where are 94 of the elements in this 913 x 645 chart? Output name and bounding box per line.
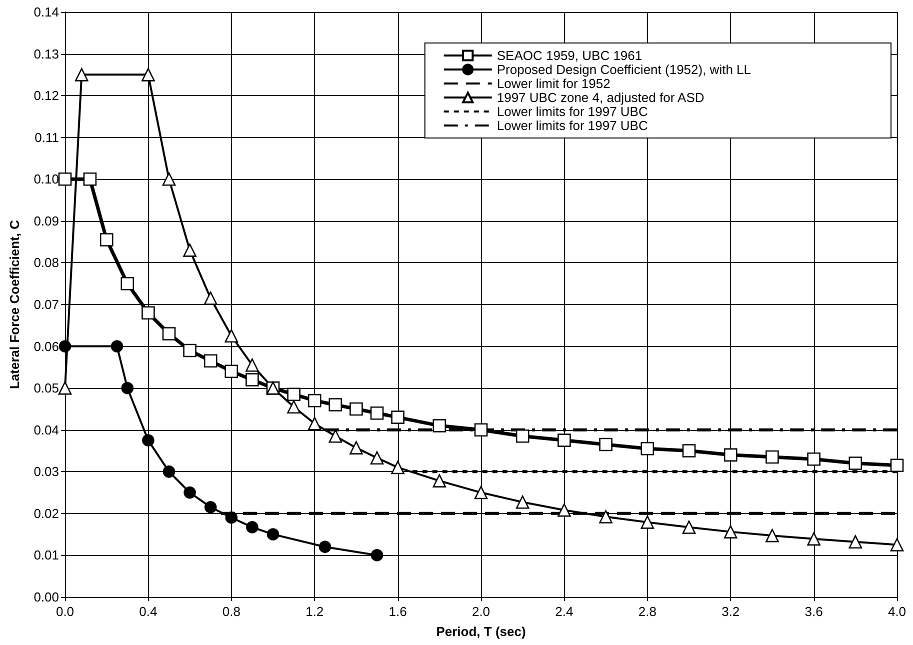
legend-label: Lower limit for 1952 <box>496 76 610 91</box>
point <box>391 410 404 424</box>
point <box>848 535 862 548</box>
y-tick-label: 0.06 <box>34 338 59 354</box>
point <box>766 450 779 464</box>
point <box>225 511 238 524</box>
point <box>142 306 155 320</box>
x-tick-label: 1.6 <box>388 604 407 619</box>
x-tick-label: 3.2 <box>722 604 740 619</box>
point <box>370 549 384 562</box>
y-tick-label: 0.12 <box>34 88 59 104</box>
point <box>183 344 196 358</box>
point <box>890 458 904 472</box>
point <box>682 520 696 534</box>
point <box>183 244 196 257</box>
point <box>370 406 384 420</box>
point <box>890 538 904 552</box>
x-tick-label: 4.0 <box>888 604 906 619</box>
x-tick-label: 0.8 <box>222 604 240 619</box>
point <box>328 398 342 412</box>
point <box>766 528 779 542</box>
point <box>204 354 218 368</box>
point <box>121 382 134 394</box>
y-tick-label: 0.01 <box>34 548 59 563</box>
point <box>558 434 571 447</box>
x-tick-label: 2.4 <box>555 604 574 619</box>
point <box>224 364 238 378</box>
y-tick-label: 0.10 <box>34 172 59 187</box>
point <box>432 419 446 432</box>
legend-label: 1997 UBC zone 4, adjusted for ASD <box>496 90 704 105</box>
y-tick-label: 0.00 <box>34 590 59 604</box>
y-tick-label: 0.11 <box>34 130 59 145</box>
point <box>246 521 258 534</box>
point <box>599 438 612 452</box>
y-tick-label: 0.03 <box>34 464 59 480</box>
point <box>287 400 300 414</box>
y-tick-label: 0.04 <box>34 422 59 438</box>
x-axis-title: Period, T (sec) <box>436 624 526 639</box>
point <box>640 442 654 456</box>
point <box>110 340 124 352</box>
point <box>266 528 280 540</box>
point <box>83 172 97 186</box>
y-tick-label: 0.08 <box>34 255 59 270</box>
point <box>162 465 176 478</box>
point <box>516 429 530 443</box>
point <box>807 452 820 466</box>
point <box>246 373 259 386</box>
x-tick-label: 2.0 <box>472 604 490 619</box>
point <box>308 394 322 408</box>
point <box>516 495 530 509</box>
point <box>640 516 654 529</box>
point <box>224 329 238 342</box>
legend-label: Lower limits for 1997 UBC <box>496 118 648 133</box>
point <box>58 172 72 186</box>
y-axis-title: Lateral Force Coefficient, C <box>7 219 22 390</box>
legend-label: Lower limits for 1997 UBC <box>496 104 648 119</box>
y-tick-label: 0.14 <box>34 4 59 20</box>
point <box>204 501 217 514</box>
point <box>474 486 488 500</box>
x-tick-label: 0.4 <box>139 604 158 619</box>
point <box>391 460 404 474</box>
legend-label: Proposed Design Coefficient (1952), with LL <box>496 62 752 77</box>
point <box>58 381 72 395</box>
point <box>848 456 862 470</box>
point <box>100 233 114 246</box>
point <box>724 525 738 538</box>
point <box>807 532 820 546</box>
point <box>120 276 134 290</box>
point <box>318 540 332 554</box>
point <box>246 358 259 372</box>
y-tick-label: 0.05 <box>34 380 59 396</box>
point <box>350 441 363 454</box>
point <box>74 68 88 82</box>
y-tick-label: 0.07 <box>34 297 59 312</box>
point <box>184 486 196 499</box>
x-tick-label: 1.2 <box>306 604 324 619</box>
point <box>474 423 488 437</box>
point <box>162 327 176 340</box>
x-tick-label: 2.8 <box>638 604 656 619</box>
legend-label: SEAOC 1959, UBC 1961 <box>496 48 642 63</box>
point <box>724 448 738 462</box>
point <box>162 172 176 186</box>
point <box>558 503 571 517</box>
point <box>350 402 363 416</box>
x-tick-label: 0.0 <box>56 604 74 619</box>
x-tick-label: 3.6 <box>804 604 823 619</box>
point <box>58 340 72 352</box>
point <box>287 388 300 401</box>
point <box>682 444 696 458</box>
y-tick-label: 0.13 <box>34 46 59 62</box>
point <box>142 68 155 82</box>
y-tick-label: 0.02 <box>34 506 59 521</box>
point <box>142 434 154 446</box>
y-tick-label: 0.09 <box>34 213 59 228</box>
